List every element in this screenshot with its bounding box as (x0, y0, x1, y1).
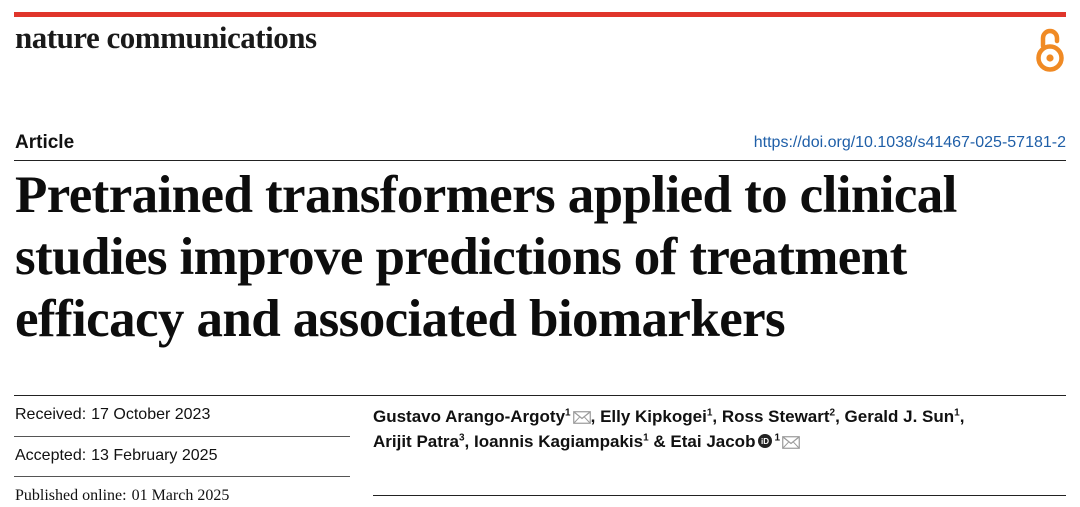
accepted-label: Accepted: (15, 447, 87, 464)
abstract-divider (373, 495, 1066, 496)
published-value: 01 March 2025 (131, 487, 230, 504)
doi-link[interactable]: https://doi.org/10.1038/s41467-025-57181… (753, 134, 1066, 151)
header-accent-bar (14, 12, 1066, 17)
affiliation-marker[interactable]: 1 (643, 432, 649, 444)
accepted-value: 13 February 2025 (91, 447, 218, 464)
author-name[interactable]: Elly Kipkogei (600, 407, 707, 426)
metadata-divider (14, 395, 1066, 396)
header-divider (14, 160, 1066, 161)
affiliation-marker[interactable]: 1 (706, 407, 713, 419)
author-name[interactable]: Ioannis Kagiampakis (474, 432, 644, 451)
accepted-date: Accepted: 13 February 2025 (15, 447, 217, 465)
affiliation-marker[interactable]: 3 (458, 432, 465, 444)
orcid-icon[interactable]: iD (758, 434, 773, 448)
email-icon[interactable] (782, 436, 800, 449)
published-label: Published online: (15, 487, 127, 504)
dates-divider (14, 436, 350, 437)
author-name[interactable]: Gustavo Arango-Argoty (373, 407, 566, 426)
article-type: Article (15, 132, 75, 153)
author-name[interactable]: Ross Stewart (721, 407, 830, 426)
dates-divider (14, 476, 350, 477)
received-date: Received: 17 October 2023 (15, 406, 210, 424)
author-list: Gustavo Arango-Argoty1, Elly Kipkogei1, … (373, 404, 1053, 454)
received-label: Received: (15, 406, 87, 423)
published-date: Published online: 01 March 2025 (15, 487, 229, 505)
affiliation-marker[interactable]: 1 (774, 432, 781, 444)
author-separator: & (648, 432, 671, 451)
open-access-lock-icon (1036, 28, 1064, 72)
author-name[interactable]: Arijit Patra (373, 432, 459, 451)
email-icon[interactable] (572, 411, 591, 424)
author-separator: , (590, 407, 601, 426)
affiliation-marker[interactable]: 1 (954, 407, 960, 419)
author-name[interactable]: Gerald J. Sun (844, 407, 955, 426)
author-separator: , (835, 407, 845, 426)
author-separator: , (712, 407, 722, 426)
received-value: 17 October 2023 (91, 406, 211, 423)
author-separator: , (959, 407, 965, 426)
affiliation-marker[interactable]: 2 (829, 407, 836, 419)
journal-name[interactable]: nature communications (15, 20, 317, 55)
affiliation-marker[interactable]: 1 (565, 407, 571, 419)
svg-text:iD: iD (761, 437, 769, 446)
article-title: Pretrained transformers applied to clini… (15, 166, 957, 348)
author-name[interactable]: Etai Jacob (670, 432, 756, 451)
author-separator: , (464, 432, 474, 451)
